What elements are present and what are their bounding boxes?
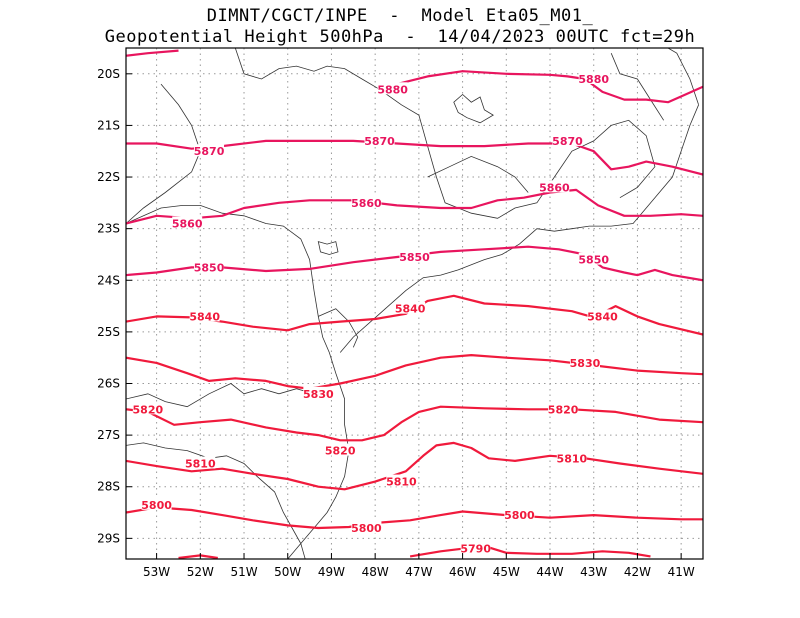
coastline-segment [610, 53, 665, 121]
tick-label-lat: 27S [97, 428, 120, 442]
contour-label-bg [578, 252, 609, 265]
contour-label-bg [539, 180, 570, 193]
tick-label-lat: 23S [97, 222, 120, 236]
contour-label: 5860 [351, 197, 382, 210]
tick-label-lon: 48W [362, 565, 389, 579]
contour-label-bg [386, 474, 417, 487]
contour-label: 5880 [578, 73, 609, 86]
contour-label: 5810 [185, 458, 216, 471]
contour-label-bg [194, 260, 225, 273]
tick-label-lon: 43W [580, 565, 607, 579]
contour-label-bg [172, 216, 203, 229]
contour-label-bg [552, 133, 583, 146]
tick-label-lon: 42W [624, 565, 651, 579]
contour-label: 5870 [194, 145, 225, 158]
chart-title-line2: Geopotential Height 500hPa - 14/04/2023 … [104, 27, 696, 47]
contour-label-bg [569, 355, 600, 368]
contour-label: 5820 [133, 403, 164, 416]
contour-label: 5860 [539, 181, 570, 194]
coastline-segment [126, 83, 201, 224]
plot-frame [125, 47, 704, 560]
contour-label-bg [399, 250, 430, 263]
contour-label: 5850 [399, 251, 430, 264]
contour-label: 5820 [325, 445, 356, 458]
contour-label-bg [194, 144, 225, 157]
contour-label: 5860 [172, 217, 203, 230]
contour-label-bg [185, 456, 216, 469]
contour-label: 5810 [557, 452, 588, 465]
contour-label-bg [141, 497, 172, 510]
chart-title-line1: DIMNT/CGCT/INPE - Model Eta05_M01_ [206, 6, 594, 26]
tick-label-lat: 24S [97, 273, 120, 287]
tick-label-lat: 28S [97, 480, 120, 494]
tick-label-lon: 45W [493, 565, 520, 579]
contour-line-5880 [126, 49, 179, 57]
lake-outline [317, 241, 339, 255]
tick-label-lat: 25S [97, 325, 120, 339]
contour-label-bg [303, 386, 334, 399]
contour-line-5860 [126, 188, 703, 225]
contour-label-bg [189, 309, 220, 322]
contour-label-bg [395, 301, 426, 314]
tick-label-lon: 50W [274, 565, 301, 579]
tick-label-lon: 53W [143, 565, 170, 579]
contour-label: 5870 [364, 135, 395, 148]
coastline-segment [427, 155, 529, 193]
contour-label: 5840 [587, 310, 618, 323]
tick-label-lat: 20S [97, 67, 120, 81]
lake-outline [453, 93, 494, 124]
coastline-segment [126, 442, 306, 559]
coastline-segment [339, 104, 699, 353]
tick-label-lat: 29S [97, 531, 120, 545]
contour-label-bg [377, 82, 408, 95]
tick-label-lat: 22S [97, 170, 120, 184]
contour-label: 5850 [578, 254, 609, 267]
contour-labels: 5880 5880 5870 5870 5870 5860 5860 5860 5850 5850… [132, 71, 618, 556]
tick-label-lon: 41W [668, 565, 695, 579]
coastline-segment [234, 48, 380, 90]
contour-label: 5800 [504, 509, 535, 522]
contour-label-bg [587, 309, 618, 322]
contour-label: 5810 [386, 476, 417, 489]
contour-label: 5800 [351, 522, 382, 535]
contour-line-5790 [178, 554, 218, 559]
tick-label-lon: 44W [536, 565, 563, 579]
contour-label-bg [578, 71, 609, 84]
contour-label-bg [325, 443, 356, 456]
tick-label-lat: 26S [97, 377, 120, 391]
tick-label-lon: 46W [449, 565, 476, 579]
contour-line-5800 [126, 506, 703, 530]
axis-ticks: 53W 52W 51W 50W 49W 48W 47W 46W 45W 44W 43W 42W 41W 2… [97, 67, 695, 579]
tick-label-lon: 51W [230, 565, 257, 579]
contour-label: 5820 [548, 403, 579, 416]
tick-label-lat: 21S [97, 118, 120, 132]
contour-label: 5830 [570, 357, 601, 370]
contour-label: 5800 [141, 499, 172, 512]
tick-label-lon: 47W [405, 565, 432, 579]
tick-label-lon: 52W [187, 565, 214, 579]
contour-label-bg [351, 195, 382, 208]
contour-label: 5870 [552, 135, 583, 148]
contour-label-bg [504, 508, 535, 521]
contour-line-5790 [409, 545, 651, 558]
coastline-segment [126, 383, 315, 408]
coastline-segment [667, 48, 699, 105]
tick-label-lon: 49W [318, 565, 345, 579]
contour-label: 5790 [460, 543, 491, 556]
contour-label-bg [460, 541, 491, 554]
contour-label-bg [351, 521, 382, 534]
contour-label: 5830 [303, 388, 334, 401]
contour-label-bg [132, 402, 163, 415]
contour-label-bg [364, 133, 395, 146]
contour-label: 5840 [189, 310, 220, 323]
contour-label: 5840 [395, 303, 426, 316]
contour-label: 5850 [194, 261, 225, 274]
contour-label-bg [556, 451, 587, 464]
contour-label-bg [548, 402, 579, 415]
contour-label: 5880 [377, 83, 408, 96]
